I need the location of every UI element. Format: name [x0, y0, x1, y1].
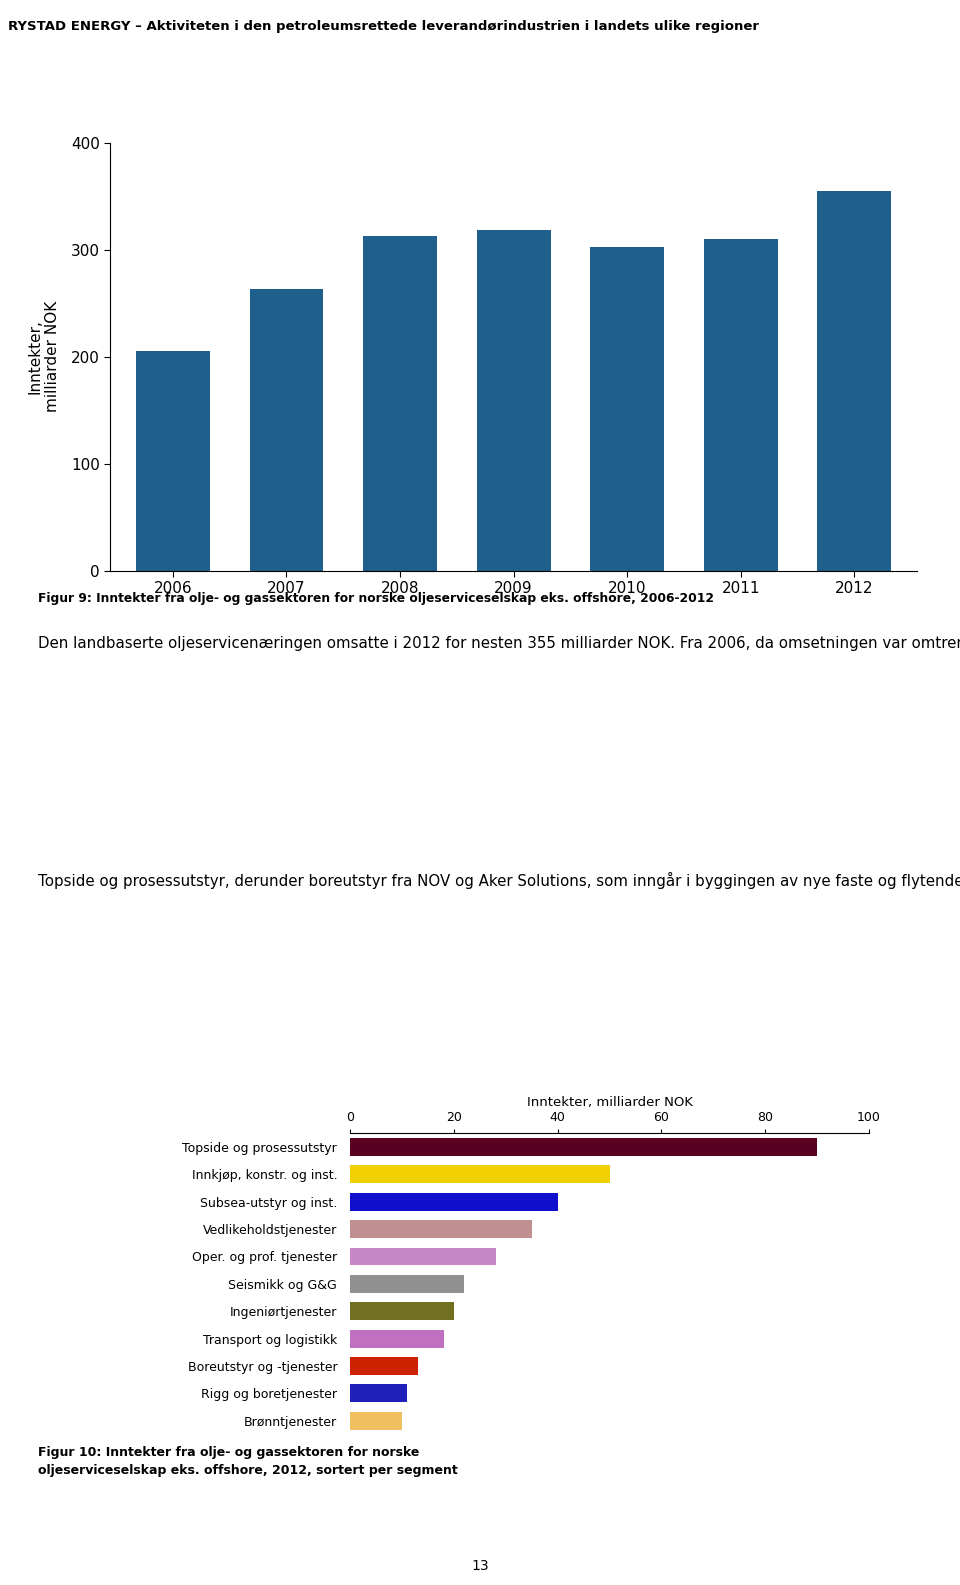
Bar — [350, 1303, 454, 1320]
Text: Figur 10: Inntekter fra olje- og gassektoren for norske
oljeserviceselskap eks. : Figur 10: Inntekter fra olje- og gassekt… — [38, 1446, 458, 1477]
Bar — [350, 1247, 495, 1265]
Bar — [350, 1220, 532, 1238]
Text: Topside og prosessutstyr, derunder boreutstyr fra NOV og Aker Solutions, som inn: Topside og prosessutstyr, derunder boreu… — [38, 872, 960, 889]
Y-axis label: Inntekter,
milliarder NOK: Inntekter, milliarder NOK — [28, 301, 60, 412]
Bar — [350, 1330, 444, 1347]
Bar — [350, 1194, 558, 1211]
Bar — [250, 288, 324, 571]
Bar — [704, 239, 778, 571]
Bar — [350, 1384, 407, 1403]
Bar — [350, 1357, 418, 1374]
Bar — [363, 236, 437, 571]
Bar — [350, 1138, 817, 1155]
Bar — [350, 1165, 610, 1184]
Bar — [136, 352, 210, 571]
Text: RYSTAD ENERGY – Aktiviteten i den petroleumsrettede leverandørindustrien i lande: RYSTAD ENERGY – Aktiviteten i den petrol… — [8, 19, 758, 33]
Text: 13: 13 — [471, 1560, 489, 1572]
Text: Den landbaserte oljeservicenæringen omsatte i 2012 for nesten 355 milliarder NOK: Den landbaserte oljeservicenæringen omsa… — [38, 634, 960, 651]
Bar — [817, 190, 891, 571]
Text: Figur 9: Inntekter fra olje- og gassektoren for norske oljeserviceselskap eks. o: Figur 9: Inntekter fra olje- og gassekto… — [38, 591, 714, 605]
Bar — [590, 247, 664, 571]
Bar — [350, 1412, 402, 1430]
X-axis label: Inntekter, milliarder NOK: Inntekter, milliarder NOK — [527, 1095, 692, 1108]
Bar — [350, 1274, 465, 1293]
Bar — [477, 230, 550, 571]
